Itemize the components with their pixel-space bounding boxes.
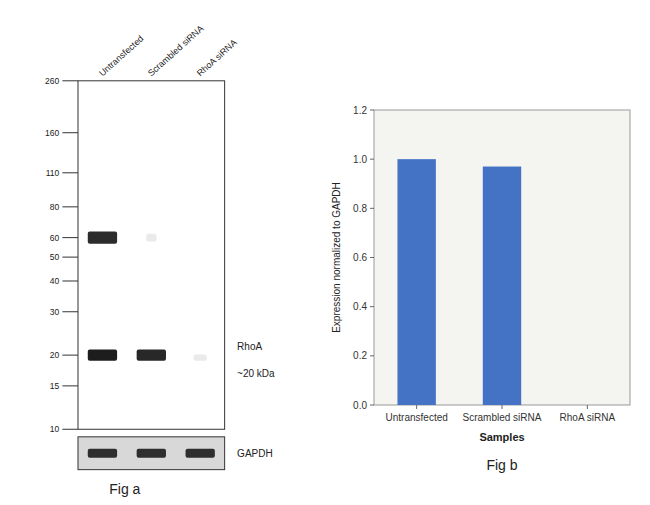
y-tick bbox=[370, 405, 374, 406]
y-tick-label: 0.0 bbox=[353, 400, 367, 411]
panel-label: Fig a bbox=[109, 481, 140, 497]
lane-label: RhoA siRNA bbox=[195, 37, 239, 78]
y-tick bbox=[370, 110, 374, 111]
marker-tick bbox=[62, 429, 78, 430]
band-label: ~20 kDa bbox=[237, 368, 275, 379]
marker-tick bbox=[62, 257, 78, 258]
marker-label: 10 bbox=[50, 424, 60, 434]
marker-label: 50 bbox=[50, 252, 60, 262]
blot-band bbox=[88, 449, 117, 458]
x-tick-label: RhoA siRNA bbox=[560, 412, 616, 423]
y-tick bbox=[370, 355, 374, 356]
x-tick bbox=[416, 405, 417, 409]
y-tick-label: 0.4 bbox=[353, 301, 367, 312]
y-tick bbox=[370, 159, 374, 160]
gel-box bbox=[78, 81, 225, 429]
y-tick-label: 1.2 bbox=[353, 105, 367, 116]
marker-label: 15 bbox=[50, 381, 60, 391]
figure: Untransfected Scrambled siRNA RhoA siRNA 26… bbox=[0, 0, 650, 505]
plot-area bbox=[374, 110, 630, 405]
marker-tick bbox=[62, 280, 78, 281]
blot-band bbox=[186, 449, 215, 458]
y-tick-label: 0.2 bbox=[353, 350, 367, 361]
panel-label: Fig b bbox=[486, 457, 517, 473]
bar bbox=[483, 167, 521, 405]
marker-label: 40 bbox=[50, 276, 60, 286]
marker-label: 60 bbox=[50, 233, 60, 243]
x-tick-label: Untransfected bbox=[386, 412, 448, 423]
marker-tick bbox=[62, 237, 78, 238]
bar bbox=[397, 159, 435, 405]
loading-control-box bbox=[78, 437, 225, 470]
marker-label: 30 bbox=[50, 307, 60, 317]
marker-label: 160 bbox=[45, 128, 59, 138]
marker-label: 260 bbox=[45, 76, 59, 86]
blot-band bbox=[88, 350, 117, 361]
y-tick bbox=[370, 306, 374, 307]
blot-band bbox=[88, 232, 117, 244]
marker-tick bbox=[62, 311, 78, 312]
y-tick bbox=[370, 257, 374, 258]
band-label: GAPDH bbox=[237, 448, 273, 459]
marker-label: 80 bbox=[50, 202, 60, 212]
lane-label: Untransfected bbox=[97, 33, 145, 78]
y-tick-label: 0.8 bbox=[353, 203, 367, 214]
blot-band bbox=[137, 350, 166, 361]
marker-tick bbox=[62, 172, 78, 173]
blot-band bbox=[194, 355, 207, 361]
marker-tick bbox=[62, 206, 78, 207]
y-tick-label: 0.6 bbox=[353, 252, 367, 263]
band-label: RhoA bbox=[237, 341, 262, 352]
blot-band bbox=[137, 449, 166, 458]
marker-label: 20 bbox=[50, 350, 60, 360]
y-tick-label: 1.0 bbox=[353, 154, 367, 165]
marker-label: 110 bbox=[46, 168, 60, 178]
blot-panel: UntransfectedScrambled siRNARhoA siRNA26… bbox=[45, 23, 275, 469]
marker-tick bbox=[62, 80, 78, 81]
x-tick bbox=[587, 405, 588, 409]
bar bbox=[568, 405, 606, 406]
marker-tick bbox=[62, 132, 78, 133]
blot-band bbox=[146, 234, 156, 242]
y-axis-label: Expression normalized to GAPDH bbox=[331, 182, 342, 333]
bar-chart: 0.0 0.2 0.4 0.6 0.8 1.0 1.2 Untransfected Scramb… bbox=[331, 105, 630, 444]
x-axis-label: Samples bbox=[479, 431, 524, 443]
marker-tick bbox=[62, 355, 78, 356]
x-tick bbox=[502, 405, 503, 409]
x-tick-label: Scrambled siRNA bbox=[463, 412, 542, 423]
y-tick bbox=[370, 208, 374, 209]
bars bbox=[397, 159, 521, 405]
marker-tick bbox=[62, 385, 78, 386]
